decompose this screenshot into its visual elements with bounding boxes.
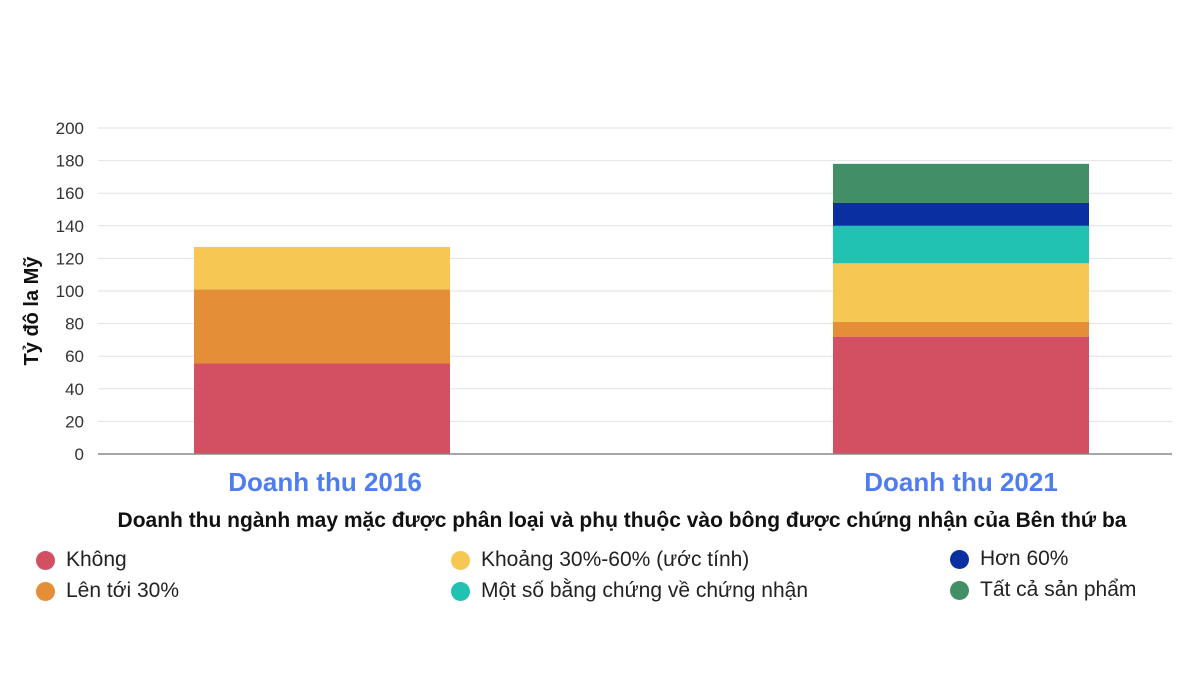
x-axis-categories: Doanh thu 2016 Doanh thu 2021 [228, 467, 1058, 497]
y-tick-label: 60 [65, 347, 84, 366]
y-axis-label: Tỷ đô la Mỹ [21, 256, 43, 366]
legend-item: Lên tới 30% [36, 579, 179, 603]
legend-item: Hơn 60% [950, 547, 1068, 571]
bar-segment [833, 263, 1089, 322]
bar-segment [833, 202, 1089, 226]
x-category-label: Doanh thu 2016 [228, 467, 422, 497]
y-tick-label: 80 [65, 315, 84, 334]
legend-item: Khoảng 30%-60% (ước tính) [451, 548, 749, 572]
bar-segment [833, 321, 1089, 337]
y-axis-ticks: 0 20 40 60 80 100 120 140 160 180 200 [56, 119, 84, 464]
y-tick-label: 20 [65, 412, 84, 431]
bar-segment [833, 336, 1089, 454]
legend-label: Lên tới 30% [66, 579, 180, 602]
y-tick-label: 140 [56, 217, 84, 236]
y-tick-label: 120 [56, 249, 84, 268]
legend-label: Một số bằng chứng về chứng nhận [481, 579, 808, 602]
y-tick-label: 40 [65, 380, 84, 399]
legend-item: Không [36, 548, 127, 572]
bar-segment [194, 289, 450, 364]
bar-segment [833, 225, 1089, 264]
legend-color-marker [950, 580, 969, 600]
legend-item: Tất cả sản phẩm [950, 578, 1136, 602]
legend-color-marker [451, 581, 470, 601]
legend-label: Hơn 60% [980, 547, 1069, 570]
legend-item: Một số bằng chứng về chứng nhận [451, 579, 808, 603]
bars [194, 163, 1089, 454]
y-tick-label: 0 [75, 445, 84, 464]
legend-color-marker [36, 581, 55, 601]
bar-segment [194, 246, 450, 290]
y-tick-label: 200 [56, 119, 84, 138]
bar-segment [833, 163, 1089, 203]
legend-color-marker [950, 549, 969, 569]
legend-label: Khoảng 30%-60% (ước tính) [481, 548, 750, 571]
y-tick-label: 100 [56, 282, 84, 301]
y-tick-label: 160 [56, 184, 84, 203]
x-category-label: Doanh thu 2021 [864, 467, 1058, 497]
y-tick-label: 180 [56, 152, 84, 171]
legend-color-marker [451, 550, 470, 570]
legend-color-marker [36, 550, 55, 570]
bar-segment [194, 363, 450, 454]
legend-label: Không [66, 548, 127, 571]
x-axis-label: Doanh thu ngành may mặc được phân loại v… [118, 509, 1127, 532]
legend-label: Tất cả sản phẩm [980, 578, 1137, 601]
